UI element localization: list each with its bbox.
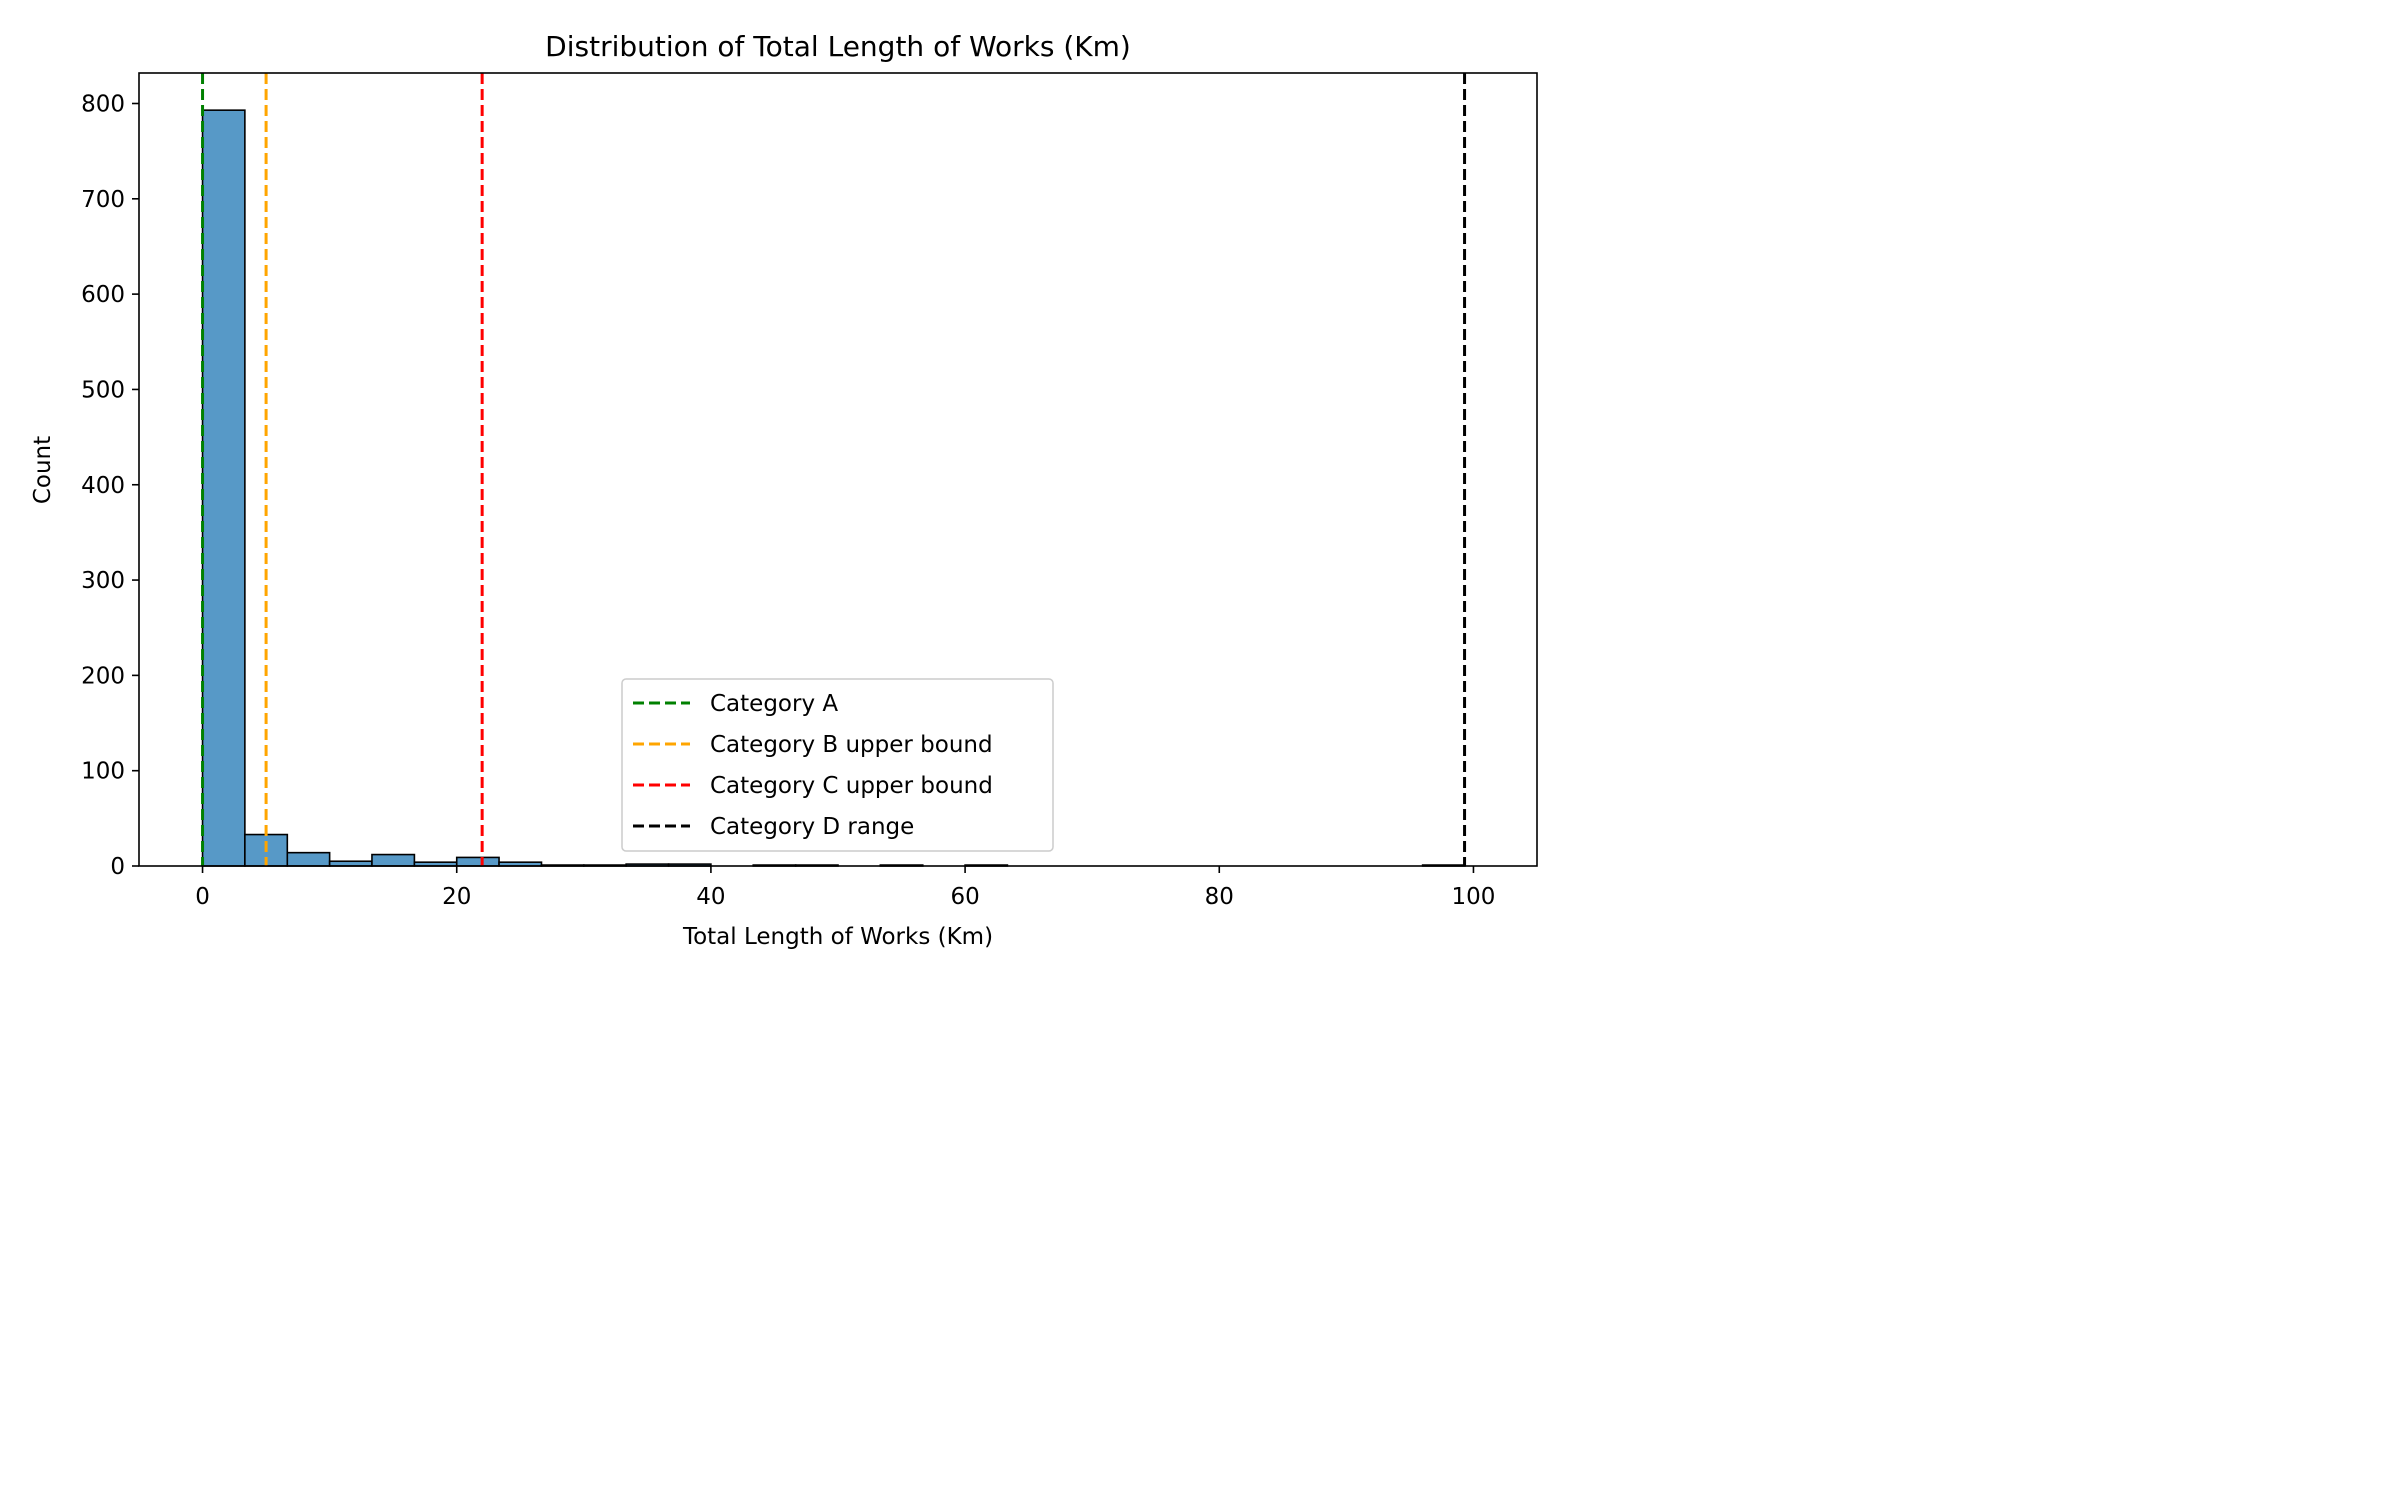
x-tick-label: 80 bbox=[1205, 884, 1234, 910]
legend-box bbox=[621, 678, 1054, 852]
y-tick-label: 0 bbox=[110, 854, 125, 880]
histogram-bar bbox=[455, 856, 500, 867]
legend-label: Category B upper bound bbox=[710, 732, 993, 758]
y-axis-ticks: 0 100 200 300 400 500 600 700 800 bbox=[81, 92, 139, 880]
y-tick-label: 700 bbox=[81, 187, 125, 213]
chart-title: Distribution of Total Length of Works (K… bbox=[545, 30, 1131, 63]
x-axis-label: Total Length of Works (Km) bbox=[682, 924, 993, 950]
y-tick-label: 400 bbox=[81, 473, 125, 499]
y-tick-label: 600 bbox=[81, 282, 125, 308]
plot-frame bbox=[138, 72, 1538, 867]
x-tick-label: 60 bbox=[950, 884, 979, 910]
x-tick-label: 40 bbox=[696, 884, 725, 910]
chart-svg: Distribution of Total Length of Works (K… bbox=[30, 30, 1538, 950]
histogram-bar bbox=[371, 853, 416, 867]
x-axis-ticks: 0 20 40 60 80 100 bbox=[195, 866, 1495, 910]
legend-label: Category D range bbox=[710, 814, 914, 840]
histogram-bar bbox=[201, 109, 246, 867]
y-tick-label: 500 bbox=[81, 377, 125, 403]
bars-layer bbox=[201, 109, 1466, 867]
histogram-chart: Distribution of Total Length of Works (K… bbox=[0, 0, 1564, 974]
reference-lines-layer bbox=[201, 73, 1467, 866]
legend: Category A Category B upper bound Category… bbox=[621, 678, 1054, 852]
x-tick-label: 100 bbox=[1452, 884, 1496, 910]
y-axis-label: Count bbox=[30, 436, 56, 504]
legend-label: Category A bbox=[710, 691, 838, 717]
y-tick-label: 800 bbox=[81, 92, 125, 118]
y-tick-label: 200 bbox=[81, 663, 125, 689]
y-tick-label: 300 bbox=[81, 568, 125, 594]
x-tick-label: 0 bbox=[195, 884, 210, 910]
y-tick-label: 100 bbox=[81, 759, 125, 785]
histogram-bar bbox=[286, 851, 331, 867]
x-tick-label: 20 bbox=[442, 884, 471, 910]
legend-label: Category C upper bound bbox=[710, 773, 993, 799]
